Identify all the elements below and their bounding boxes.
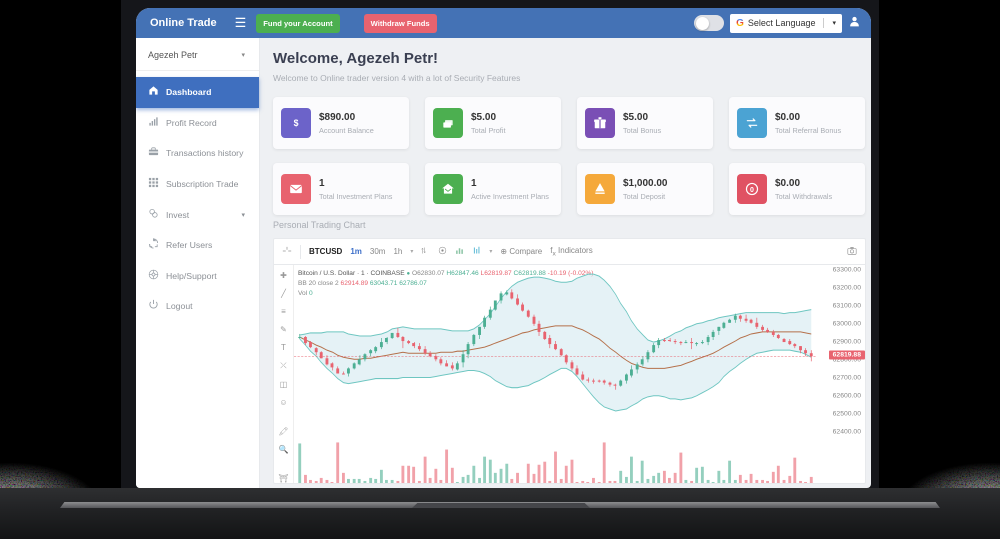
svg-text:$: $ [294, 118, 299, 128]
svg-text:0: 0 [750, 187, 754, 194]
